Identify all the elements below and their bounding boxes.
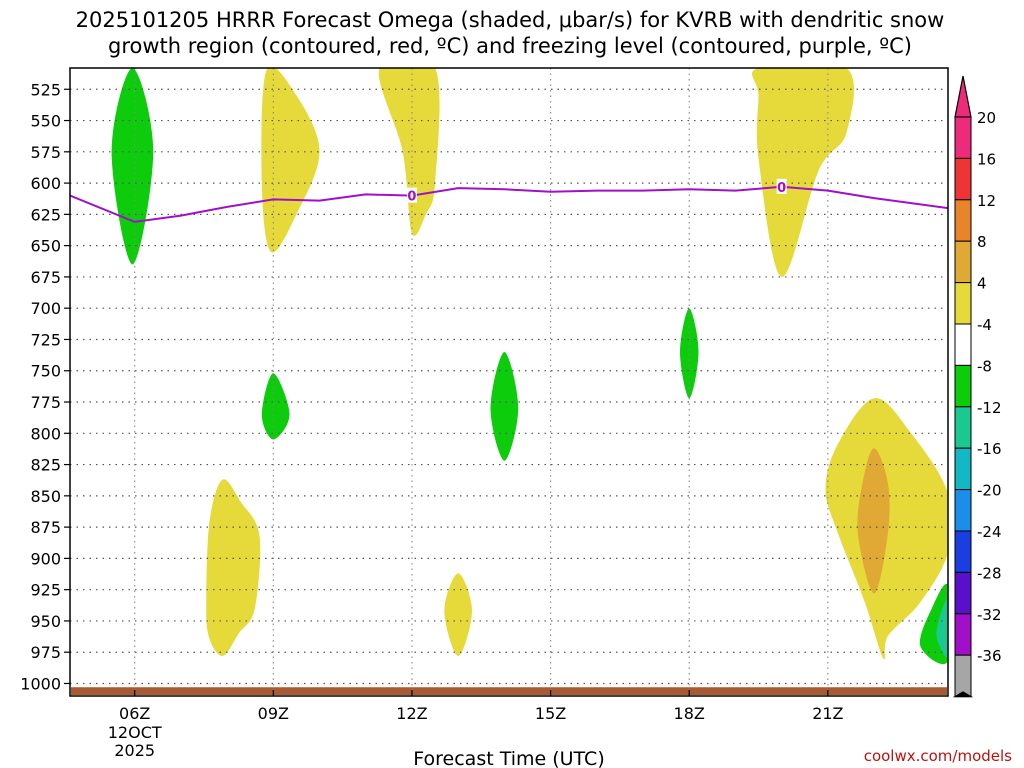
omega-region-green-1400z — [490, 352, 519, 461]
omega-region-green-1800z — [680, 308, 699, 399]
omega-region-yellow-1130z — [378, 68, 440, 236]
omega-region-teal-2330z — [936, 598, 948, 658]
y-tick-label: 725 — [30, 330, 61, 349]
grid-lines — [70, 68, 948, 696]
x-tick-label: 12Z — [396, 704, 427, 723]
freezing-level-label-bg — [406, 187, 417, 203]
x-tick-label: 06Z — [119, 704, 150, 723]
colorbar-tick-label: 16 — [977, 150, 996, 168]
x-tick-year-label: 2025 — [114, 741, 155, 760]
colorbar-bin — [954, 406, 972, 449]
x-axis-title: Forecast Time (UTC) — [413, 748, 604, 768]
x-tick-date-label: 12OCT — [108, 723, 162, 742]
colorbar-tick-label: -20 — [977, 482, 1002, 500]
y-tick-label: 775 — [30, 393, 61, 412]
y-tick-label: 825 — [30, 456, 61, 475]
y-axis-ticks: 525 550 575 600 625 650 675 700 725 750 775 800 825 8… — [20, 80, 70, 693]
y-tick-label: 600 — [30, 174, 61, 193]
colorbar-bin — [954, 240, 972, 284]
x-tick-label: 21Z — [812, 704, 843, 723]
y-tick-label: 550 — [30, 112, 61, 131]
freezing-level-line — [70, 185, 948, 223]
colorbar-bin — [954, 364, 972, 408]
colorbar-tick-label: 8 — [977, 233, 987, 251]
colorbar-tick-label: 20 — [977, 109, 996, 127]
colorbar-tick-label: -4 — [977, 316, 992, 334]
colorbar-bin — [954, 157, 972, 201]
x-tick-label: 15Z — [535, 704, 566, 723]
colorbar-bin — [954, 447, 972, 491]
colorbar-tick-label: -32 — [977, 606, 1002, 624]
colorbar-bin — [954, 116, 972, 159]
colorbar-tick-label: -16 — [977, 440, 1002, 458]
freezing-level-label-bg — [776, 178, 787, 194]
y-tick-label: 1000 — [20, 674, 61, 693]
colorbar-bin — [954, 323, 972, 366]
colorbar-tick-label: -8 — [977, 357, 992, 375]
omega-region-green-0900z — [261, 373, 290, 440]
y-tick-label: 975 — [30, 643, 61, 662]
omega-region-yellow-0800z — [206, 479, 261, 657]
colorbar-bin — [954, 530, 972, 573]
y-tick-label: 900 — [30, 549, 61, 568]
freezing-level-label: 0 — [407, 190, 416, 205]
colorbar: 20 16 12 8 4 -4 -8 -12 -16 -20 -24 -28 -32 -36 — [952, 75, 1002, 698]
plot-frame — [69, 67, 949, 697]
x-tick-label: 18Z — [674, 704, 705, 723]
surface-layer — [71, 687, 947, 695]
y-tick-label: 750 — [30, 362, 61, 381]
freezing-level-layer: 00 — [70, 178, 948, 223]
colorbar-bin — [954, 571, 972, 615]
omega-region-orange-2200z — [857, 448, 890, 594]
colorbar-tick-label: -28 — [977, 564, 1002, 582]
omega-region-yellow-1300z — [444, 573, 472, 656]
y-tick-label: 800 — [30, 424, 61, 443]
y-tick-label: 700 — [30, 299, 61, 318]
colorbar-under-triangle — [952, 691, 974, 698]
y-tick-label: 525 — [30, 80, 61, 99]
colorbar-bin — [954, 199, 972, 242]
y-tick-label: 875 — [30, 518, 61, 537]
y-tick-label: 625 — [30, 205, 61, 224]
omega-region-green-0545z — [111, 68, 154, 265]
chart-title-line2: growth region (contoured, red, ºC) and f… — [108, 34, 912, 58]
chart-title-line1: 2025101205 HRRR Forecast Omega (shaded, … — [76, 8, 945, 32]
y-tick-label: 850 — [30, 487, 61, 506]
colorbar-tick-label: 12 — [977, 192, 996, 210]
colorbar-tick-label: -24 — [977, 523, 1002, 541]
colorbar-bin — [954, 282, 972, 325]
y-tick-label: 925 — [30, 581, 61, 600]
y-tick-label: 675 — [30, 268, 61, 287]
y-tick-label: 575 — [30, 143, 61, 162]
y-tick-label: 950 — [30, 612, 61, 631]
colorbar-bin — [954, 489, 972, 532]
colorbar-bin — [954, 613, 972, 656]
y-tick-label: 650 — [30, 237, 61, 256]
surface-fill — [71, 687, 947, 695]
omega-regions — [111, 68, 948, 665]
colorbar-tick-label: 4 — [977, 275, 987, 293]
omega-region-yellow-0900z — [261, 68, 320, 253]
colorbar-over-triangle — [954, 75, 972, 118]
colorbar-tick-label: -36 — [977, 647, 1002, 665]
colorbar-tick-label: -12 — [977, 399, 1002, 417]
x-tick-label: 09Z — [258, 704, 289, 723]
colorbar-bin — [954, 654, 972, 698]
freezing-level-label: 0 — [777, 181, 786, 196]
credit-text: coolwx.com/models — [864, 747, 1012, 765]
omega-region-yellow-2000z — [752, 68, 854, 277]
